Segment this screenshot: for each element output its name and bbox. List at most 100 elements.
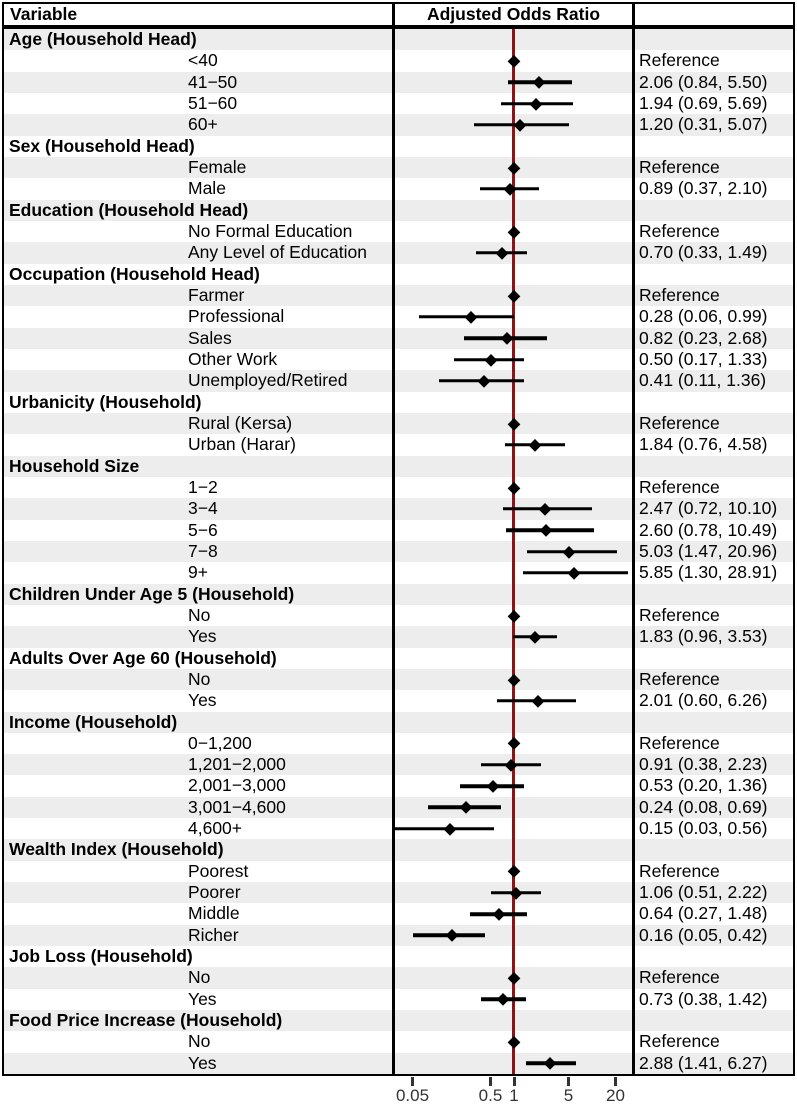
row-plot <box>395 818 632 839</box>
table-row: 4,600+ 0.15 (0.03, 0.56) <box>4 818 793 840</box>
or-diamond <box>507 417 521 430</box>
or-diamond <box>514 118 527 131</box>
row-estimate: 5.85 (1.30, 28.91) <box>639 562 778 583</box>
row-plot <box>395 520 632 541</box>
table-row: Education (Household Head) <box>4 199 793 221</box>
column-separator <box>632 498 635 520</box>
or-diamond <box>459 801 472 814</box>
axis-tick-label: 1 <box>509 1086 519 1105</box>
row-label: Professional <box>188 306 285 327</box>
column-separator <box>632 732 635 755</box>
table-row: No Formal Education Reference <box>4 220 793 243</box>
column-separator <box>392 92 395 115</box>
column-separator <box>392 732 395 755</box>
table-row: Middle 0.64 (0.27, 1.48) <box>4 903 793 925</box>
row-label: 4,600+ <box>188 818 243 839</box>
row-label: No <box>188 668 211 689</box>
row-estimate: 1.06 (0.51, 2.22) <box>639 882 768 903</box>
row-estimate <box>635 29 793 50</box>
table-row: Income (Household) <box>4 711 793 733</box>
row-estimate <box>635 456 793 477</box>
table-row: Unemployed/Retired 0.41 (0.11, 1.36) <box>4 370 793 392</box>
column-separator <box>392 498 395 520</box>
column-separator <box>632 988 635 1011</box>
table-row: Children Under Age 5 (Household) <box>4 583 793 605</box>
column-separator <box>392 839 395 861</box>
table-row: Food Price Increase (Household) <box>4 1010 793 1032</box>
table-row: Female Reference <box>4 156 793 179</box>
column-separator <box>632 796 635 819</box>
row-plot <box>395 136 632 157</box>
or-diamond <box>507 54 521 67</box>
row-label: No <box>188 604 211 625</box>
column-separator <box>632 220 635 243</box>
table-row: 51−60 1.94 (0.69, 5.69) <box>4 92 793 115</box>
row-label: Education (Household Head) <box>9 199 249 220</box>
column-separator <box>392 455 395 477</box>
row-plot <box>395 72 632 93</box>
column-separator <box>392 519 395 541</box>
row-label: 1,201−2,000 <box>188 754 286 775</box>
column-separator <box>632 178 635 200</box>
row-plot <box>395 114 632 135</box>
row-estimate <box>635 264 793 285</box>
column-separator <box>632 1031 635 1053</box>
column-separator <box>392 4 395 25</box>
row-plot <box>395 712 632 733</box>
table-row: Yes 2.01 (0.60, 6.26) <box>4 690 793 712</box>
or-diamond <box>464 310 477 323</box>
column-separator <box>392 71 395 93</box>
row-label: Food Price Increase (Household) <box>9 1010 283 1031</box>
row-estimate: Reference <box>639 412 720 433</box>
column-separator <box>632 114 635 136</box>
row-label: Other Work <box>188 348 278 369</box>
row-plot <box>395 648 632 669</box>
column-separator <box>392 754 395 776</box>
column-separator <box>392 50 395 72</box>
table-row: Job Loss (Household) <box>4 946 793 968</box>
row-estimate <box>635 1010 793 1031</box>
column-separator <box>632 156 635 179</box>
row-estimate: 1.94 (0.69, 5.69) <box>639 92 768 113</box>
or-diamond <box>507 865 521 878</box>
row-estimate: 0.89 (0.37, 2.10) <box>639 178 768 199</box>
row-estimate: 0.64 (0.27, 1.48) <box>639 903 768 924</box>
or-diamond <box>495 246 508 259</box>
row-label: 1−2 <box>188 476 218 497</box>
table-row: Sex (Household Head) <box>4 135 793 157</box>
table-row: Household Size <box>4 455 793 477</box>
row-label: Middle <box>188 903 240 924</box>
row-estimate: Reference <box>639 50 720 71</box>
column-separator <box>392 29 395 51</box>
row-estimate: 2.47 (0.72, 10.10) <box>639 498 778 519</box>
column-separator <box>392 391 395 413</box>
column-separator <box>632 4 635 25</box>
column-separator <box>392 114 395 136</box>
column-separator <box>392 327 395 349</box>
row-estimate <box>635 200 793 221</box>
table-row: 3,001−4,600 0.24 (0.08, 0.69) <box>4 796 793 819</box>
row-label: 3−4 <box>188 498 218 519</box>
row-label: 60+ <box>188 114 218 135</box>
row-estimate: 0.28 (0.06, 0.99) <box>639 306 768 327</box>
table-row: Professional 0.28 (0.06, 0.99) <box>4 306 793 328</box>
column-separator <box>632 327 635 349</box>
table-body: Age (Household Head) <40 Reference 41−50 2.0… <box>4 29 793 1075</box>
row-plot <box>395 690 632 711</box>
row-plot <box>395 903 632 924</box>
row-label: Occupation (Household Head) <box>9 263 260 284</box>
or-diamond <box>567 566 580 579</box>
row-label: Yes <box>188 626 217 647</box>
column-separator <box>632 1010 635 1032</box>
column-header-variable: Variable <box>10 4 78 24</box>
or-diamond <box>507 737 521 750</box>
column-separator <box>632 562 635 584</box>
or-diamond <box>507 1036 521 1049</box>
table-row: 7−8 5.03 (1.47, 20.96) <box>4 540 793 563</box>
row-estimate: Reference <box>639 860 720 881</box>
or-diamond <box>443 822 456 835</box>
row-estimate <box>635 712 793 733</box>
or-diamond <box>528 438 541 451</box>
table-row: <40 Reference <box>4 50 793 72</box>
axis-tick <box>411 1077 414 1086</box>
